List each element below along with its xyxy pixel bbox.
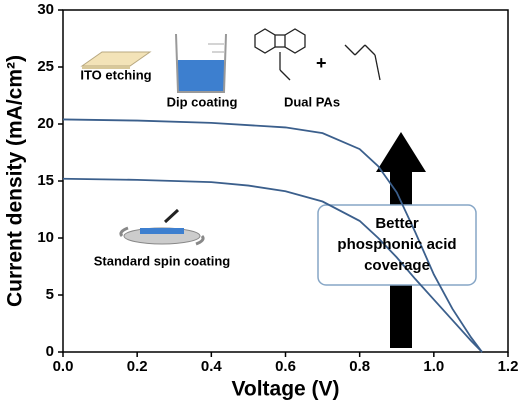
annotation-box: [317, 204, 477, 286]
x-tick-label: 0.6: [275, 358, 296, 375]
y-tick-label: 25: [37, 58, 54, 75]
x-axis-label: Voltage (V): [231, 378, 339, 401]
spin-coater-icon: [119, 208, 205, 246]
y-tick-label: 20: [37, 115, 54, 132]
x-tick-label: 0.2: [127, 358, 148, 375]
y-tick-label: 30: [37, 1, 54, 18]
beaker-icon: [175, 33, 227, 93]
x-tick-label: 0.4: [201, 358, 223, 375]
image-label: Standard spin coating: [94, 253, 231, 268]
ito-icon: [80, 51, 152, 69]
x-tick-label: 0.8: [349, 358, 370, 375]
image-label: Dual PAs: [284, 94, 340, 109]
curve: [62, 118, 483, 353]
image-label: Dip coating: [167, 94, 238, 109]
y-tick-label: 10: [37, 229, 54, 246]
y-tick-label: 15: [37, 172, 54, 189]
image-label: ITO etching: [80, 67, 151, 82]
annotation-text: phosphonic acid: [337, 236, 456, 253]
svg-text:+: +: [316, 53, 327, 73]
x-tick-label: 0.0: [53, 358, 74, 375]
y-tick-label: 0: [46, 343, 54, 360]
molecule-icon: +: [254, 28, 381, 81]
curve: [62, 177, 483, 353]
x-tick-label: 1.2: [498, 358, 519, 375]
x-tick-label: 1.0: [423, 358, 444, 375]
y-axis-label: Current density (mA/cm²): [4, 55, 27, 307]
y-tick-label: 5: [46, 286, 54, 303]
annotation-text: Better: [375, 215, 419, 232]
annotation-text: coverage: [364, 257, 430, 274]
